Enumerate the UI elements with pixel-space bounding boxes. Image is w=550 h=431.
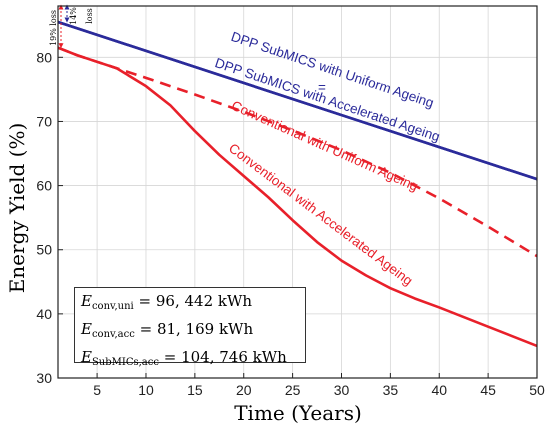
y-axis-title: Energy Yield (%) — [5, 123, 29, 294]
loss-label-red: 19% loss — [49, 10, 58, 46]
x-tick-label: 35 — [383, 382, 399, 398]
series-line-dpp-accelerated — [57, 20, 538, 181]
x-tick-label: 25 — [285, 382, 301, 398]
plot-frame — [57, 5, 538, 379]
y-tick-label: 40 — [36, 306, 52, 322]
energy-row-conv-uni: Econv,uni = 96, 442 kWh — [81, 292, 253, 312]
equals-sign: = — [318, 80, 326, 95]
loss-label-blue-word: loss — [85, 8, 94, 24]
x-tick-label: 10 — [138, 382, 154, 398]
loss-label-blue-pct: 14% — [69, 7, 78, 25]
y-tick-label: 80 — [36, 49, 52, 65]
x-tick-label: 50 — [529, 382, 545, 398]
series-label-conv-accelerated: Conventional with Accelerated Ageing — [226, 140, 415, 288]
energy-row-submics-acc: ESubMICs,acc = 104, 746 kWh — [81, 348, 287, 368]
x-tick-label: 30 — [334, 382, 350, 398]
y-tick-label: 30 — [36, 370, 52, 386]
series-label-conv-uniform: Conventional with Uniform Ageing — [229, 98, 420, 194]
x-tick-label: 45 — [480, 382, 496, 398]
x-axis-title: Time (Years) — [234, 401, 362, 425]
x-tick-label: 40 — [431, 382, 447, 398]
x-tick-label: 5 — [93, 382, 101, 398]
x-tick-label: 20 — [236, 382, 252, 398]
y-tick-label: 60 — [36, 178, 52, 194]
energy-totals-box: Econv,uni = 96, 442 kWh Econv,acc = 81, … — [74, 287, 306, 368]
series-line-conv-accelerated — [57, 46, 538, 348]
y-tick-label: 50 — [36, 242, 52, 258]
energy-row-conv-acc: Econv,acc = 81, 169 kWh — [81, 320, 254, 340]
y-tick-label: 70 — [36, 113, 52, 129]
series-lines — [57, 20, 538, 348]
loss-annotations: 19% loss 14% loss — [49, 4, 94, 49]
tick-labels: 5 10 15 20 25 30 35 40 45 50 30 40 50 60 70 80 — [36, 49, 545, 398]
x-tick-label: 15 — [187, 382, 203, 398]
